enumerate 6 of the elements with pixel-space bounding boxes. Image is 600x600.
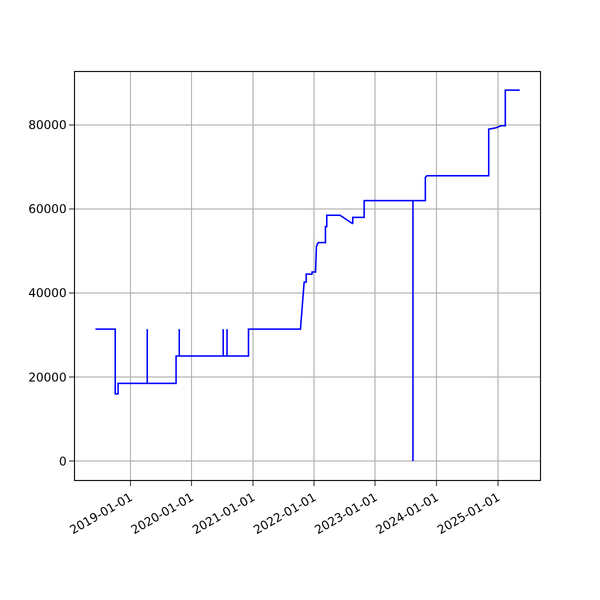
y-tick-label: 80000	[28, 118, 67, 132]
y-tick-label: 0	[58, 454, 67, 468]
line-series	[94, 89, 520, 462]
y-tick-label: 20000	[28, 370, 67, 384]
y-tick-label: 60000	[28, 202, 67, 216]
y-tick-label: 40000	[28, 286, 67, 300]
